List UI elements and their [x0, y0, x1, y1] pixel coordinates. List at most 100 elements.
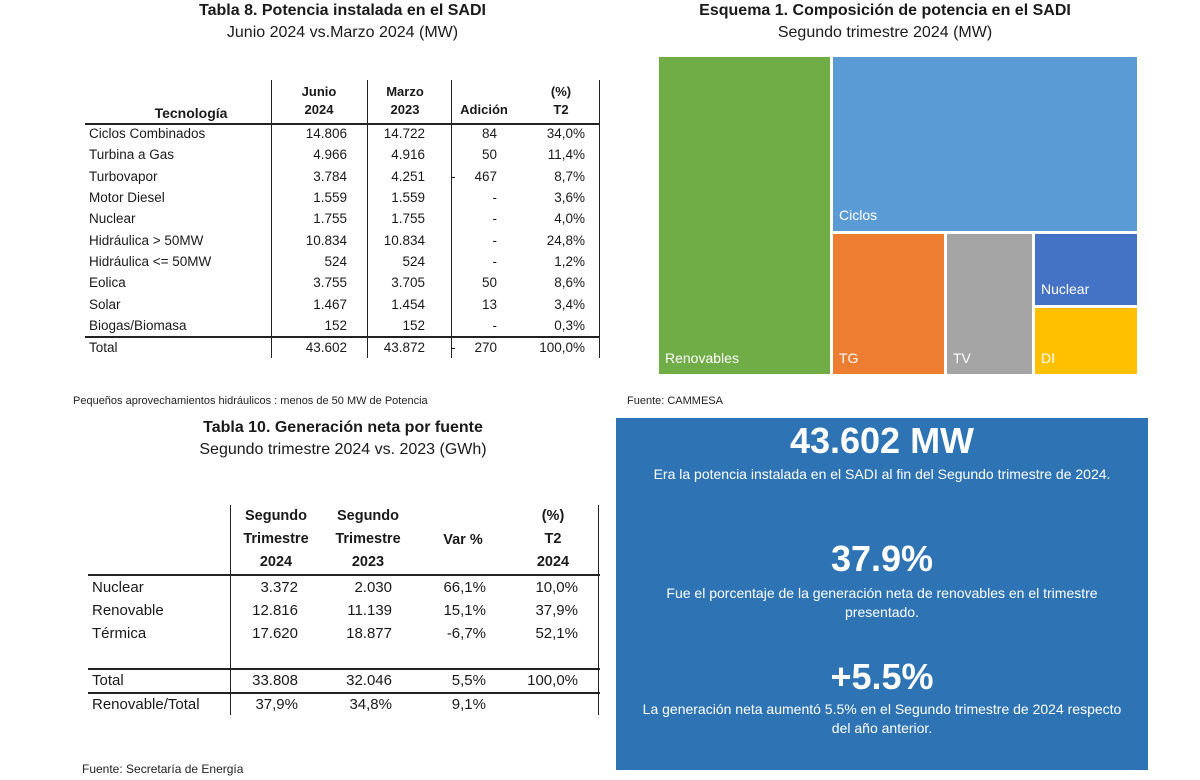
table10-cell-pct: 10,0%	[535, 579, 578, 596]
table10-cell-pct: 100,0%	[527, 672, 578, 689]
treemap-block-tg: TG	[833, 234, 944, 374]
table8-cell-tech: Solar	[89, 297, 121, 312]
table8-cell-tech: Hidráulica > 50MW	[89, 233, 204, 248]
table8-cell-tech: Eolica	[89, 275, 126, 290]
table8-header-addition: Adición	[460, 102, 508, 117]
table8-header-june-l1: Junio	[301, 84, 337, 99]
table8-header-june: Junio 2024	[281, 83, 357, 119]
table8-cell-june: 1.755	[313, 211, 347, 226]
table8-cell-pct: 11,4%	[547, 147, 585, 162]
table10-cell-source: Térmica	[92, 625, 147, 642]
table8-divider	[367, 80, 368, 358]
table10-cell-var: 15,1%	[443, 602, 486, 619]
table10-divider	[230, 505, 231, 715]
table10-subtitle: Segundo trimestre 2024 vs. 2023 (GWh)	[199, 441, 487, 458]
table8-cell-tech: Ciclos Combinados	[89, 126, 206, 141]
table8-header-tech: Tecnología	[154, 105, 228, 121]
table10-cell-pct: 37,9%	[535, 602, 578, 619]
table10-cell-2024: 12.816	[252, 602, 298, 619]
table8-cell-march: 4.251	[391, 169, 425, 184]
table8-header-march: Marzo 2023	[371, 83, 439, 119]
table8-cell-pct: 3,6%	[554, 190, 585, 205]
table10-total-rule-top	[88, 668, 600, 670]
table8-cell-june: 10.834	[305, 233, 347, 248]
treemap-label: Ciclos	[839, 207, 878, 223]
table8-cell-tech: Nuclear	[89, 211, 136, 226]
table8-cell-march: 43.872	[383, 340, 425, 355]
table8-header-rule	[85, 123, 599, 125]
table8-cell-march: 10.834	[383, 233, 425, 248]
table8-subtitle: Junio 2024 vs.Marzo 2024 (MW)	[226, 24, 459, 41]
treemap-label: Nuclear	[1041, 281, 1090, 297]
treemap-block-nuclear: Nuclear	[1035, 234, 1137, 305]
table8-header-june-l2: 2024	[304, 102, 334, 117]
table8-note: Pequeños aprovechamientos hidráulicos : …	[73, 395, 428, 407]
table8-cell-pct: 0,3%	[554, 318, 585, 333]
table10-cell-source: Nuclear	[92, 579, 144, 596]
table10-cell-var: 9,1%	[451, 696, 486, 713]
table8-cell-march: 1.454	[391, 297, 425, 312]
table8-cell-june: 524	[324, 254, 347, 269]
table8-cell-addition: -	[492, 318, 498, 333]
table8-cell-addition: -	[492, 233, 498, 248]
treemap-block-tv: TV	[947, 234, 1032, 374]
table8-total-rule	[85, 336, 599, 338]
table10-header-var: Var %	[443, 532, 483, 548]
table10-cell-2023: 18.877	[346, 625, 392, 642]
table10-header-q2-2023-l2: Trimestre	[335, 531, 401, 547]
table8-cell-pct: 8,7%	[554, 169, 585, 184]
table8-cell-june: 14.806	[305, 126, 347, 141]
table10-source: Fuente: Secretaría de Energía	[82, 762, 244, 776]
table10-cell-source: Total	[92, 672, 124, 689]
table8-header-pct-l1: (%)	[550, 84, 572, 99]
table8-divider	[271, 80, 272, 358]
table8-cell-june: 3.755	[313, 275, 347, 290]
table8-cell-addition: 50	[481, 147, 497, 162]
table8-cell-march: 152	[402, 318, 425, 333]
table8-cell-tech: Turbovapor	[89, 169, 158, 184]
table8-cell-tech: Motor Diesel	[89, 190, 165, 205]
highlight-value-renewables: 37.9%	[830, 538, 934, 579]
table10-cell-2023: 2.030	[354, 579, 392, 596]
table10-cell-pct: 52,1%	[535, 625, 578, 642]
table10-total-rule-bottom	[88, 692, 600, 694]
table8-cell-pct: 100,0%	[539, 340, 585, 355]
table10-divider	[598, 505, 599, 715]
table10-cell-2024: 37,9%	[255, 696, 298, 713]
table8-cell-march: 1.559	[391, 190, 425, 205]
table8-cell-pct: 34,0%	[546, 126, 585, 141]
treemap-block-di: DI	[1035, 308, 1137, 374]
table8-cell-addition: 84	[481, 126, 497, 141]
table10-cell-2024: 33.808	[252, 672, 298, 689]
table8-header-pct-l2: T2	[553, 102, 569, 117]
table10-cell-2024: 17.620	[252, 625, 298, 642]
highlight-text-installed: Era la potencia instalada en el SADI al …	[653, 466, 1111, 482]
highlight-text-growth: La generación neta aumentó 5.5% en el Se…	[642, 701, 1122, 736]
table8-divider	[599, 80, 600, 358]
table8-cell-addition: 50	[481, 275, 497, 290]
table10-header-q2-2024-l1: Segundo	[244, 508, 308, 524]
table8-cell-tech: Turbina a Gas	[89, 147, 175, 162]
table8-cell-addition: 13	[481, 297, 497, 312]
table10-header-pct-l1: (%)	[541, 508, 565, 524]
table10-header-q2-2024-l2: Trimestre	[243, 531, 309, 547]
scheme1-title: Esquema 1. Composición de potencia en el…	[699, 2, 1071, 19]
treemap-block-ciclos: Ciclos	[833, 57, 1137, 231]
table8-cell-tech: Hidráulica <= 50MW	[89, 254, 212, 269]
table10-cell-var: -6,7%	[446, 625, 486, 642]
table8-cell-march: 4.916	[391, 147, 425, 162]
table8-cell-addition: 270	[474, 340, 497, 355]
table8-cell-addition: -	[492, 211, 498, 226]
table10-header-pct-l2: T2	[544, 531, 562, 547]
table8-cell-addition: 467	[474, 169, 497, 184]
table10-cell-2023: 32.046	[346, 672, 392, 689]
table10-cell-2023: 34,8%	[349, 696, 392, 713]
table10-header-q2-2023-l3: 2023	[351, 554, 385, 570]
table8-divider	[451, 80, 452, 358]
table8-cell-addition: -	[492, 254, 498, 269]
table8-cell-june: 4.966	[313, 147, 347, 162]
table8-cell-pct: 24,8%	[546, 233, 585, 248]
treemap-label: TG	[839, 350, 859, 366]
table8-cell-march: 524	[402, 254, 425, 269]
treemap-label: TV	[953, 350, 971, 366]
